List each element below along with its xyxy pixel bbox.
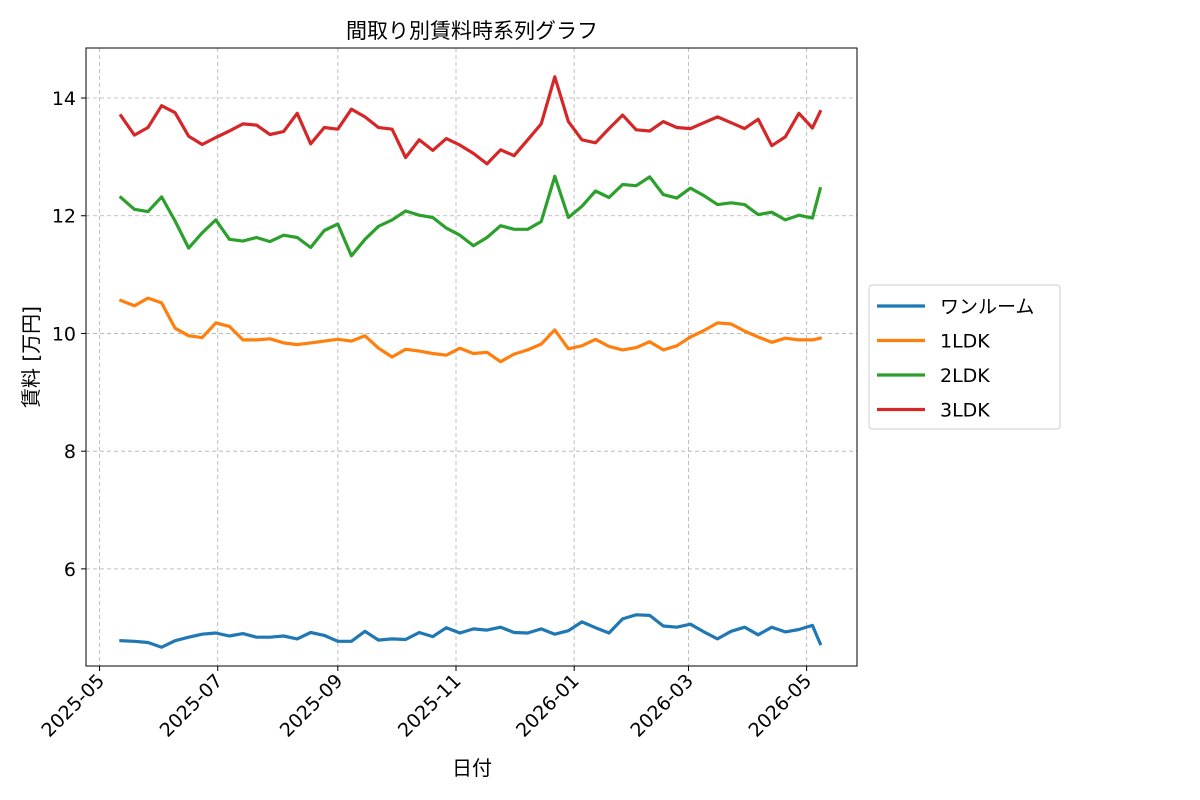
legend-label: 2LDK: [940, 365, 990, 387]
x-tick-label: 2025-09: [276, 670, 348, 742]
y-tick-label: 8: [64, 441, 76, 463]
legend-label: 3LDK: [940, 400, 990, 422]
x-tick-label: 2025-11: [394, 670, 466, 742]
x-tick-label: 2026-03: [626, 670, 698, 742]
legend: ワンルーム 1LDK 2LDK 3LDK: [868, 284, 1061, 430]
chart-title: 間取り別賃料時系列グラフ: [346, 19, 598, 43]
y-axis-ticks: 6 8 10 12 14: [52, 88, 86, 581]
series-line-3: [118, 75, 823, 166]
x-tick-label: 2026-01: [512, 670, 584, 742]
series-line-1: [118, 296, 823, 364]
legend-box: [868, 284, 1061, 430]
series-line-0: [119, 613, 823, 649]
plot-frame: [85, 47, 858, 667]
legend-label: ワンルーム: [940, 296, 1034, 318]
grid: [86, 48, 857, 666]
x-tick-label: 2025-07: [156, 670, 228, 742]
legend-label: 1LDK: [940, 331, 990, 353]
x-axis-label: 日付: [452, 756, 492, 780]
x-axis-ticks: 2025-05 2025-07 2025-09 2025-11 2026-01 2026-…: [37, 666, 816, 742]
y-tick-label: 14: [52, 88, 76, 110]
x-tick-label: 2026-05: [744, 670, 816, 742]
y-tick-label: 10: [52, 323, 76, 345]
x-tick-label: 2025-05: [37, 670, 109, 742]
y-tick-label: 6: [64, 559, 76, 581]
y-axis-label: 賃料 [万円]: [19, 306, 43, 408]
series-line-2: [118, 174, 823, 258]
y-tick-label: 12: [52, 206, 76, 228]
series-lines: [118, 75, 823, 649]
